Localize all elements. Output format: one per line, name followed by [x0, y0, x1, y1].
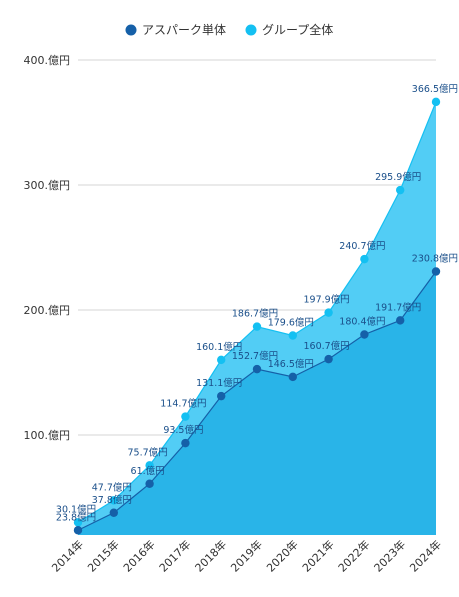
point-series-2-2023年[interactable]: [396, 185, 405, 195]
data-label-series-2: 197.9億円: [303, 294, 349, 306]
point-series-1-2016年[interactable]: [145, 479, 154, 488]
x-tick-label: 2018年: [192, 537, 229, 574]
data-points: [73, 97, 441, 535]
y-tick-label: 300.億円: [24, 179, 71, 192]
data-label-series-2: 47.7億円: [92, 481, 132, 493]
area-series-1: [78, 271, 436, 535]
data-label-series-1: 93.5億円: [163, 424, 203, 436]
data-labels: 30.1億円47.7億円75.7億円114.7億円160.1億円186.7億円1…: [56, 83, 458, 523]
y-tick-label: 100.億円: [24, 429, 71, 442]
point-series-2-2014年[interactable]: [73, 518, 83, 527]
point-series-2-2024年[interactable]: [431, 97, 441, 107]
x-tick-label: 2022年: [335, 537, 372, 574]
point-series-2-2022年[interactable]: [360, 254, 369, 264]
data-label-series-1: 160.7億円: [303, 340, 349, 352]
legend-label-series-1: アスパーク単体: [142, 23, 226, 37]
point-series-1-2017年[interactable]: [181, 438, 190, 448]
x-tick-label: 2014年: [49, 537, 86, 574]
data-label-series-2: 240.7億円: [339, 240, 385, 252]
data-label-series-1: 146.5億円: [268, 358, 314, 370]
data-label-series-2: 160.1億円: [196, 341, 242, 353]
data-label-series-1: 37.8億円: [92, 494, 132, 506]
point-series-1-2020年[interactable]: [288, 372, 297, 382]
point-series-2-2018年[interactable]: [217, 355, 226, 365]
x-tick-label: 2024年: [407, 537, 444, 574]
data-label-series-2: 295.9億円: [375, 171, 421, 183]
data-label-series-2: 30.1億円: [56, 503, 96, 515]
x-tick-label: 2023年: [371, 537, 408, 574]
point-series-2-2015年[interactable]: [109, 496, 119, 505]
data-label-series-1: 23.8億円: [56, 511, 96, 523]
point-series-1-2022年[interactable]: [360, 330, 369, 339]
data-label-series-2: 179.6億円: [268, 317, 314, 329]
x-tick-label: 2017年: [156, 537, 193, 574]
y-axis: 100.億円 200.億円 300.億円 400.億円: [24, 54, 71, 442]
data-label-series-1: 131.1億円: [196, 377, 242, 389]
point-series-1-2015年[interactable]: [109, 508, 119, 517]
data-label-series-1: 191.7億円: [375, 301, 421, 313]
legend: アスパーク単体 グループ全体: [125, 22, 334, 37]
y-tick-label: 400.億円: [24, 54, 71, 67]
data-label-series-2: 186.7億円: [232, 308, 278, 320]
x-tick-label: 2020年: [263, 537, 300, 574]
x-tick-label: 2016年: [120, 537, 157, 574]
x-tick-label: 2021年: [299, 537, 336, 574]
data-label-series-2: 366.5億円: [412, 83, 458, 95]
data-label-series-1: 61.億円: [131, 465, 165, 477]
x-axis: 2014年 2015年 2016年 2017年 2018年 2019年 2020年 2021年…: [49, 537, 444, 574]
point-series-1-2018年[interactable]: [217, 391, 226, 401]
point-series-2-2021年[interactable]: [324, 308, 333, 317]
data-label-series-1: 152.7億円: [232, 350, 278, 362]
legend-label-series-2: グループ全体: [262, 22, 333, 37]
legend-marker-series-1: [125, 24, 137, 36]
point-series-1-2014年[interactable]: [73, 526, 83, 535]
legend-marker-series-2: [245, 24, 257, 36]
point-series-1-2021年[interactable]: [324, 354, 333, 364]
data-label-series-2: 75.7億円: [128, 446, 168, 458]
point-series-1-2024年[interactable]: [431, 267, 441, 276]
data-label-series-1: 230.8億円: [412, 253, 458, 265]
y-tick-label: 200.億円: [24, 304, 71, 317]
point-series-1-2019年[interactable]: [252, 364, 262, 374]
x-tick-label: 2019年: [228, 537, 265, 574]
data-label-series-2: 114.7億円: [160, 398, 206, 410]
legend-item-series-1[interactable]: アスパーク単体: [125, 23, 227, 37]
point-series-2-2016年[interactable]: [145, 461, 154, 470]
data-label-series-1: 180.4億円: [339, 316, 385, 328]
point-series-2-2020年[interactable]: [288, 331, 297, 340]
point-series-2-2017年[interactable]: [181, 412, 190, 421]
x-tick-label: 2015年: [84, 537, 121, 574]
legend-item-series-2[interactable]: グループ全体: [245, 22, 334, 37]
point-series-2-2019年[interactable]: [252, 322, 262, 331]
point-series-1-2023年[interactable]: [396, 316, 405, 325]
